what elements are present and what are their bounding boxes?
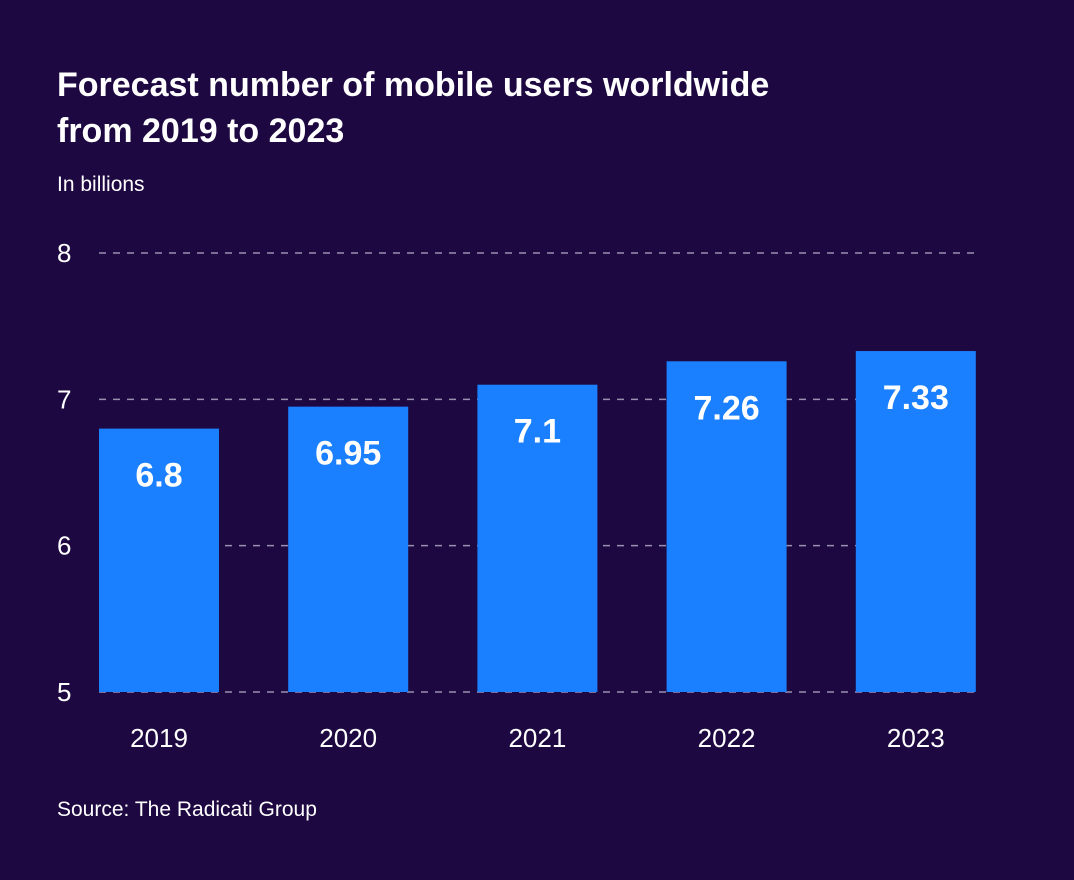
y-tick-label: 8	[57, 238, 71, 268]
y-tick-label: 7	[57, 384, 71, 414]
data-label-2023: 7.33	[883, 379, 949, 417]
x-tick-label: 2022	[698, 723, 756, 753]
y-axis-ticks: 5 6 7 8	[57, 238, 71, 707]
bar-2020	[288, 406, 409, 692]
data-label-2022: 7.26	[694, 389, 760, 427]
x-axis-ticks: 2019 2020 2021 2022 2023	[130, 723, 945, 753]
x-tick-label: 2019	[130, 723, 188, 753]
x-tick-label: 2023	[887, 723, 945, 753]
chart-title: Forecast number of mobile users worldwid…	[57, 66, 770, 150]
x-tick-label: 2020	[319, 723, 377, 753]
bars	[99, 351, 976, 692]
y-tick-label: 5	[57, 677, 71, 707]
chart-subtitle: In billions	[57, 173, 145, 196]
bar-2022	[666, 361, 787, 692]
data-labels: 6.8 6.95 7.1 7.26 7.33	[135, 379, 949, 495]
bar-2019	[99, 428, 219, 692]
data-label-2021: 7.1	[514, 413, 561, 451]
y-tick-label: 6	[57, 531, 71, 561]
data-label-2019: 6.8	[135, 457, 182, 495]
data-label-2020: 6.95	[315, 435, 381, 473]
chart-source: Source: The Radicati Group	[57, 798, 317, 821]
x-tick-label: 2021	[508, 723, 566, 753]
bar-2021	[477, 384, 598, 692]
bar-2023	[855, 351, 976, 692]
